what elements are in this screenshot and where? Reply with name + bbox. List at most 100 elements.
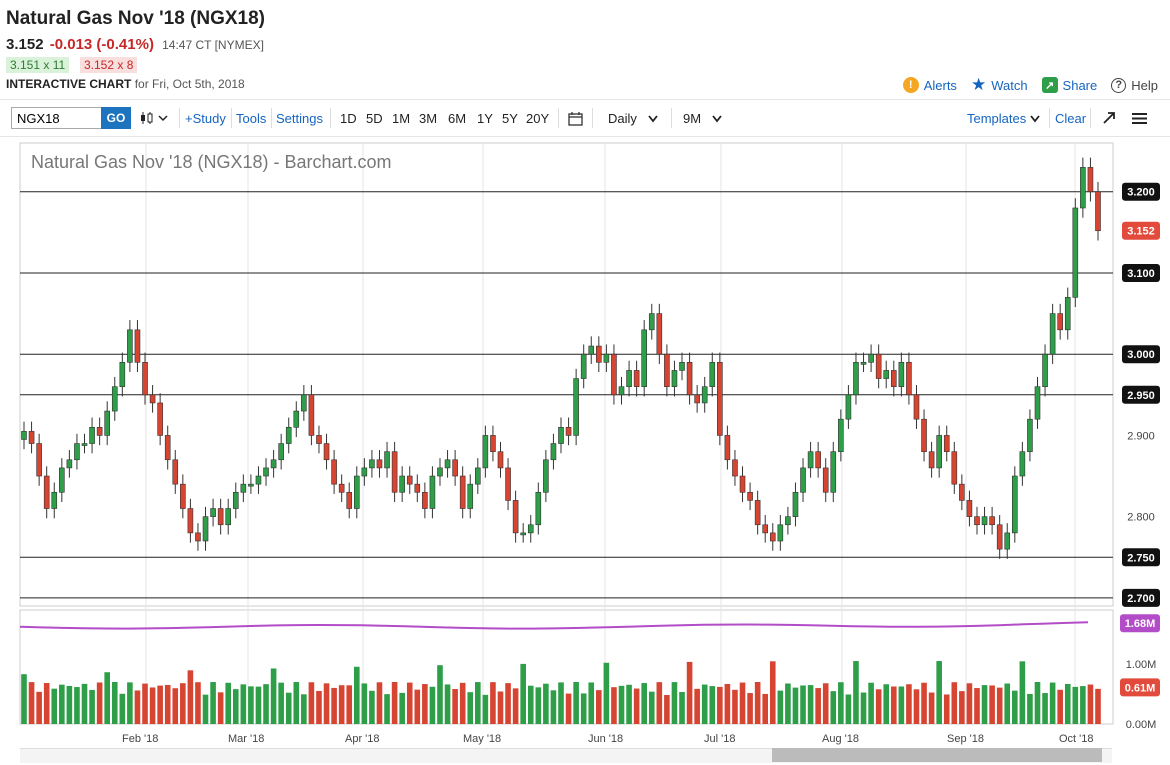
period-3m[interactable]: 3M [419,110,438,126]
volume-bar [633,688,640,724]
alert-icon: ! [902,77,919,93]
volume-bar [868,682,874,724]
candle-body [127,329,133,363]
candle-body [845,394,852,420]
candle-body [596,345,602,363]
volume-bar [535,687,542,724]
candle-body [263,467,269,477]
volume-bar [792,687,799,724]
price-chart[interactable]: 3.200 3.100 3.000 2.950 2.900 2.800 2.750 2.700… [0,140,1170,740]
y-tick-badge [1122,588,1160,607]
go-button[interactable]: GO [101,107,131,129]
candle-body [853,362,859,396]
volume-bar [1095,688,1101,724]
interval-dropdown[interactable]: Daily [608,100,658,136]
help-button[interactable]: ? Help [1111,77,1158,93]
candle-body [81,443,88,446]
volume-bar [180,683,186,724]
volume-bar [724,683,731,724]
avg-volume-badge [1120,614,1160,633]
volume-bar [981,685,988,724]
volume-bar [512,688,519,724]
volume-bar [316,690,322,724]
volume-bar [694,688,700,724]
volume-bar [679,691,685,724]
volume-bar [323,683,330,724]
volume-bar [391,682,398,724]
chart-type-dropdown[interactable] [139,100,171,136]
candle-body [785,516,791,526]
volume-bar [278,682,284,724]
period-5y[interactable]: 5Y [502,110,518,126]
candle-body [868,353,874,363]
volume-bar [913,689,920,724]
templates-dropdown[interactable]: Templates [967,100,1040,136]
candle-body [104,410,110,436]
volume-bar [943,694,950,724]
period-1y[interactable]: 1Y [477,110,493,126]
volume-bar [263,684,269,724]
calendar-icon [568,111,583,126]
candle-body [1095,191,1101,232]
symbol-input[interactable] [11,107,104,129]
star-icon: ★ [970,75,987,94]
volume-tick-label: 1.00M [1126,659,1157,671]
scrollbar-thumb[interactable] [772,748,1102,762]
candle-body [1004,532,1011,550]
x-axis-label: Oct '18 [1059,733,1094,745]
volume-bar [414,689,421,724]
candle-body [248,483,254,487]
candle-body [580,353,587,379]
candle-body [142,362,148,396]
expand-button[interactable] [1102,100,1116,136]
candle-body [452,459,458,477]
watch-label: Watch [991,77,1028,93]
divider [330,108,331,128]
candle-body [1064,297,1071,331]
clear-button[interactable]: Clear [1055,110,1087,126]
chevron-down-icon [648,111,658,126]
volume-bar [369,690,375,724]
candle-body [633,370,640,387]
volume-bar [346,685,353,724]
candle-body [928,451,935,469]
candle-body [966,500,973,517]
volume-bar [399,692,405,724]
volume-bar [671,682,678,724]
period-20y[interactable]: 20Y [526,110,550,126]
candle-body [376,459,383,469]
chart-title: Natural Gas Nov '18 (NGX18) - Barchart.c… [31,152,392,172]
candle-body [701,386,708,404]
volume-bar [951,682,958,724]
candle-body [467,483,474,509]
x-axis-label: Jul '18 [704,733,736,745]
alerts-button[interactable]: ! Alerts [902,77,957,93]
x-axis-label: Feb '18 [122,733,159,745]
settings-button[interactable]: Settings [276,110,323,126]
y-tick-label: 2.950 [1127,390,1155,402]
help-icon: ? [1111,77,1127,93]
range-value: 9M [683,110,702,126]
period-6m[interactable]: 6M [448,110,467,126]
range-dropdown[interactable]: 9M [683,100,722,136]
tools-button[interactable]: Tools [236,110,267,126]
candle-body [459,475,466,509]
share-button[interactable]: ↗ Share [1041,77,1097,93]
volume-bar [580,693,587,724]
study-button[interactable]: +Study [185,110,226,126]
period-5d[interactable]: 5D [366,110,383,126]
period-1m[interactable]: 1M [392,110,411,126]
y-tick-badge [1122,385,1160,404]
candle-body [777,524,784,542]
divider [231,108,232,128]
calendar-button[interactable] [568,100,583,136]
period-1d[interactable]: 1D [340,110,357,126]
menu-button[interactable] [1132,100,1147,136]
candle-body [747,491,753,501]
volume-bar [732,689,738,724]
candle-body [921,418,927,452]
quote-time: 14:47 CT [NYMEX] [162,38,264,52]
price-pane-frame [19,142,1114,607]
watch-button[interactable]: ★ Watch [971,75,1028,95]
volume-bar [701,684,708,724]
